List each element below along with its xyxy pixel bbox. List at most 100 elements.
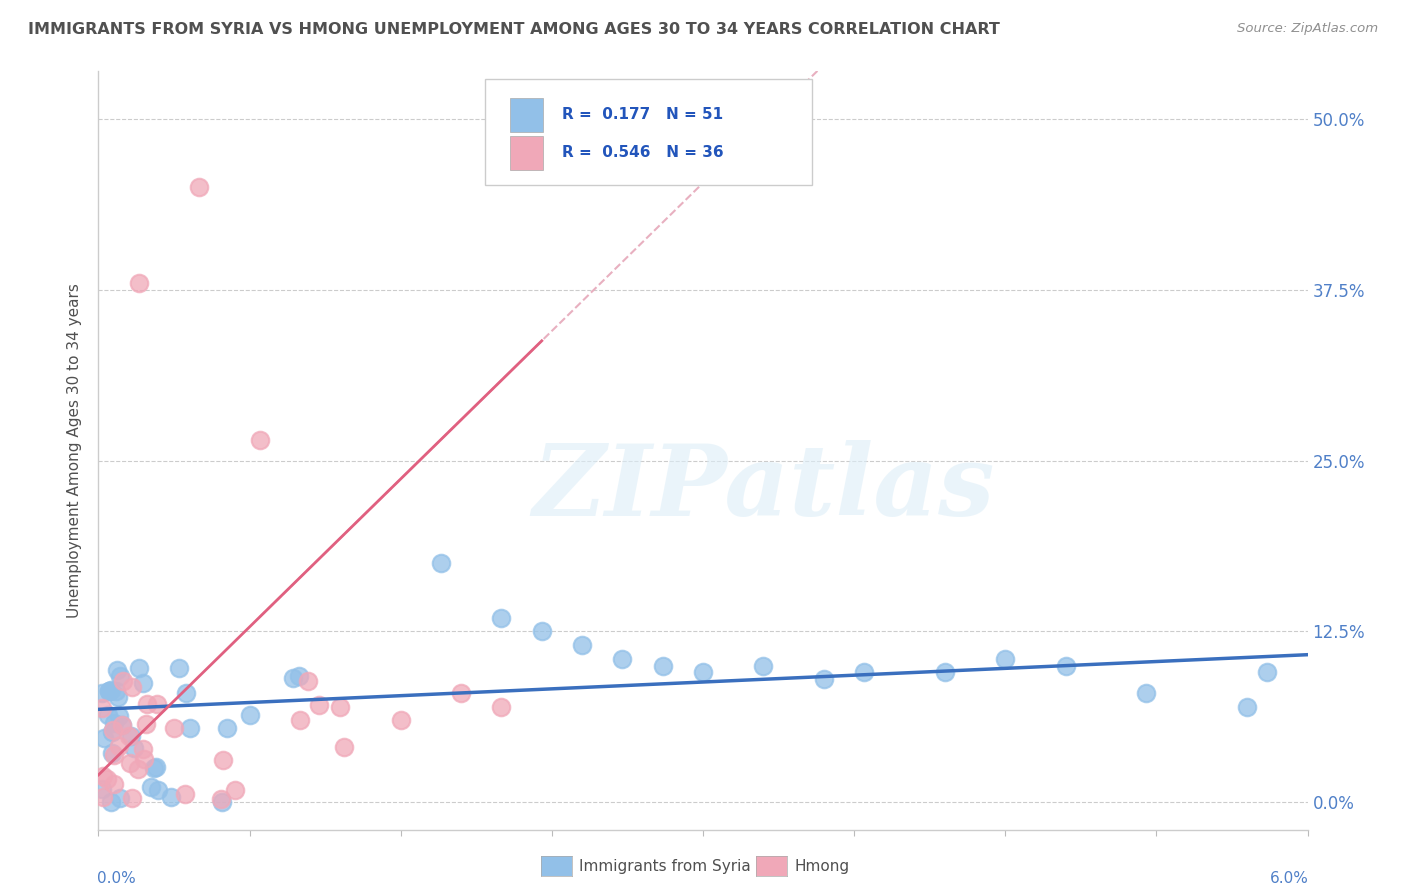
Point <box>389 713 412 727</box>
Point <box>96 772 118 786</box>
Point <box>103 716 125 731</box>
Point <box>127 762 149 776</box>
Point <box>215 721 238 735</box>
Point <box>111 718 134 732</box>
Point <box>91 769 114 783</box>
Point <box>283 671 305 685</box>
Point <box>108 669 131 683</box>
Y-axis label: Unemployment Among Ages 30 to 34 years: Unemployment Among Ages 30 to 34 years <box>67 283 83 618</box>
Point <box>103 777 125 791</box>
Point <box>108 739 131 754</box>
Point <box>188 180 211 194</box>
Point <box>333 740 356 755</box>
Point <box>239 707 262 722</box>
Point <box>491 611 513 625</box>
Point <box>212 753 235 767</box>
Point <box>1256 665 1278 680</box>
Text: Source: ZipAtlas.com: Source: ZipAtlas.com <box>1237 22 1378 36</box>
FancyBboxPatch shape <box>485 79 811 186</box>
Point <box>146 698 169 712</box>
Text: 6.0%: 6.0% <box>1270 871 1309 887</box>
Point <box>118 756 141 770</box>
Point <box>530 624 553 639</box>
Point <box>101 746 124 760</box>
Point <box>174 787 197 801</box>
Point <box>179 721 201 735</box>
Point <box>128 276 150 290</box>
Point <box>994 652 1017 666</box>
Point <box>174 685 197 699</box>
Point <box>131 676 153 690</box>
Text: R =  0.177   N = 51: R = 0.177 N = 51 <box>561 107 723 122</box>
Point <box>571 638 593 652</box>
Point <box>121 791 143 805</box>
Text: Immigrants from Syria: Immigrants from Syria <box>579 859 751 873</box>
Point <box>160 790 183 805</box>
FancyBboxPatch shape <box>509 98 543 132</box>
Point <box>169 661 191 675</box>
Point <box>211 795 233 809</box>
Point <box>134 752 156 766</box>
Text: ZIPatlas: ZIPatlas <box>533 440 994 537</box>
Point <box>91 782 114 797</box>
Point <box>103 723 125 738</box>
Point <box>288 668 311 682</box>
Point <box>224 783 246 797</box>
Point <box>163 721 186 735</box>
Point <box>692 665 714 680</box>
Point <box>142 761 165 775</box>
Point <box>308 698 330 712</box>
Point <box>93 731 115 745</box>
FancyBboxPatch shape <box>509 136 543 170</box>
Point <box>249 434 271 448</box>
Point <box>135 716 157 731</box>
Point <box>430 556 453 570</box>
Text: R =  0.546   N = 36: R = 0.546 N = 36 <box>561 145 723 160</box>
Point <box>107 690 129 704</box>
Point <box>97 708 120 723</box>
Point <box>934 665 956 680</box>
Point <box>122 740 145 755</box>
Point <box>288 713 311 727</box>
Point <box>491 699 513 714</box>
Text: 0.0%: 0.0% <box>97 871 136 887</box>
Point <box>103 748 125 763</box>
Point <box>111 673 134 688</box>
Point <box>91 701 114 715</box>
Point <box>148 783 170 797</box>
Point <box>1135 686 1157 700</box>
Point <box>105 664 128 678</box>
Point <box>91 686 114 700</box>
Point <box>128 660 150 674</box>
Point <box>111 718 134 732</box>
Point <box>145 760 167 774</box>
Point <box>651 658 673 673</box>
Point <box>105 683 128 698</box>
Point <box>121 680 143 694</box>
Point <box>139 780 162 794</box>
Point <box>329 699 352 714</box>
Point <box>612 652 634 666</box>
Point <box>120 729 142 743</box>
Point <box>1236 699 1258 714</box>
Point <box>98 684 121 698</box>
Point <box>132 742 155 756</box>
Point <box>450 686 472 700</box>
Text: IMMIGRANTS FROM SYRIA VS HMONG UNEMPLOYMENT AMONG AGES 30 TO 34 YEARS CORRELATIO: IMMIGRANTS FROM SYRIA VS HMONG UNEMPLOYM… <box>28 22 1000 37</box>
Point <box>209 791 232 805</box>
Point <box>100 795 122 809</box>
Point <box>97 684 120 698</box>
Point <box>752 658 775 673</box>
Text: Hmong: Hmong <box>794 859 849 873</box>
Point <box>107 709 129 723</box>
Point <box>297 674 319 689</box>
Point <box>91 790 114 805</box>
Point <box>118 729 141 743</box>
Point <box>101 724 124 739</box>
Point <box>1054 658 1077 673</box>
Point <box>853 665 876 680</box>
Point <box>136 697 159 711</box>
Point <box>108 791 131 805</box>
Point <box>813 673 835 687</box>
Point <box>100 682 122 697</box>
